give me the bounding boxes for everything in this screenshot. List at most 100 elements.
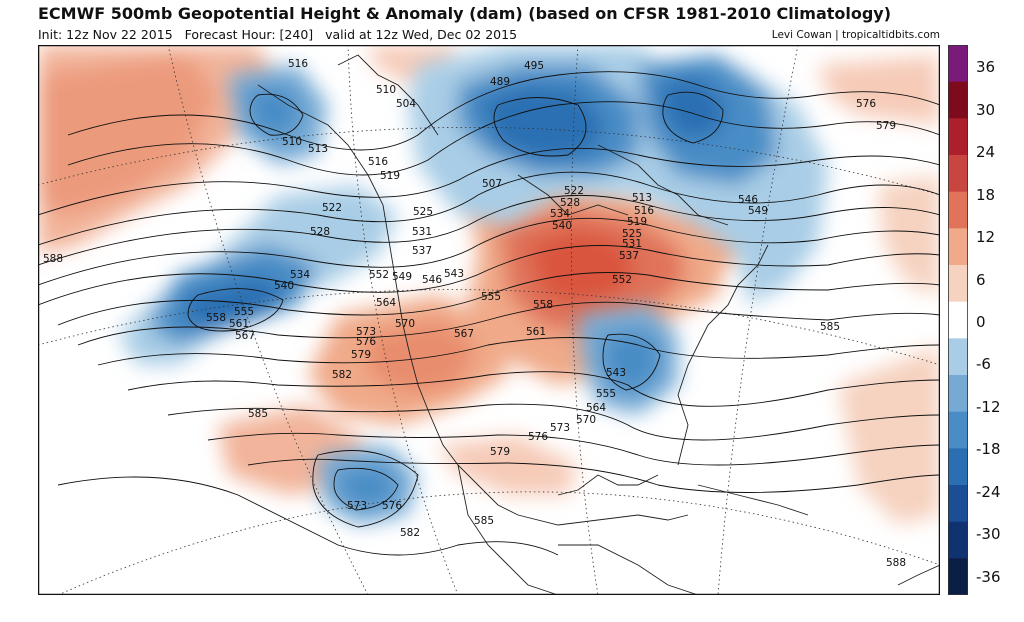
- colorbar-label: 18: [976, 186, 995, 204]
- colorbar-label: 6: [976, 271, 986, 289]
- forecast-hour: Forecast Hour: [240]: [184, 27, 314, 42]
- contour-label: 546: [422, 274, 442, 286]
- colorbar-block: [948, 118, 968, 156]
- contour-label: 582: [400, 527, 420, 539]
- contour-label: 531: [412, 226, 432, 238]
- contour-label: 513: [308, 143, 328, 155]
- colorbar-label: 0: [976, 313, 986, 331]
- anomaly-map: 516 510 504 489 495 513 516 519 510 522 …: [38, 45, 940, 595]
- colorbar-block: [948, 375, 968, 413]
- contour-label: 534: [290, 269, 310, 281]
- contour-label: 552: [612, 274, 632, 286]
- contour-label: 576: [528, 431, 548, 443]
- colorbar-block: [948, 228, 968, 266]
- contour-label: 510: [282, 136, 302, 148]
- contour-label: 549: [748, 205, 768, 217]
- credit-text: Levi Cowan | tropicaltidbits.com: [771, 29, 940, 41]
- contour-label: 579: [876, 120, 896, 132]
- contour-label: 510: [376, 84, 396, 96]
- colorbar-block: [948, 338, 968, 376]
- contour-label: 519: [627, 216, 647, 228]
- contour-label: 576: [356, 336, 376, 348]
- contour-label: 573: [356, 326, 376, 338]
- colorbar-label: 30: [976, 101, 995, 119]
- contour-label: 567: [454, 328, 474, 340]
- colorbar-block: [948, 81, 968, 119]
- contour-label: 507: [482, 178, 502, 190]
- colorbar-block: [948, 155, 968, 193]
- contour-label: 534: [550, 208, 570, 220]
- height-contours: [38, 71, 940, 556]
- contour-label: 588: [43, 253, 63, 265]
- contour-label: 585: [474, 515, 494, 527]
- contour-label: 579: [490, 446, 510, 458]
- contour-label: 528: [310, 226, 330, 238]
- contour-label: 537: [619, 250, 639, 262]
- colorbar-label: 12: [976, 228, 995, 246]
- colorbar-block: [948, 448, 968, 486]
- colorbar-label: -6: [976, 355, 991, 373]
- colorbar-block: [948, 411, 968, 449]
- coastlines: [257, 54, 940, 595]
- contour-label: 543: [606, 367, 626, 379]
- contour-label: 522: [564, 185, 584, 197]
- contour-label: 504: [396, 98, 416, 110]
- colorbar-label: 36: [976, 58, 995, 76]
- contour-label: 558: [533, 299, 553, 311]
- contour-label: 495: [524, 60, 544, 72]
- colorbar-block: [948, 45, 968, 83]
- contour-label: 516: [634, 205, 654, 217]
- contour-label: 561: [229, 318, 249, 330]
- colorbar-label: -18: [976, 440, 1001, 458]
- contour-label: 579: [351, 349, 371, 361]
- contour-label: 519: [380, 170, 400, 182]
- colorbar-label: -30: [976, 525, 1001, 543]
- contour-label: 528: [560, 197, 580, 209]
- contour-label: 588: [886, 557, 906, 569]
- contour-label: 555: [234, 306, 254, 318]
- colorbar-block: [948, 265, 968, 303]
- map-title: ECMWF 500mb Geopotential Height & Anomal…: [38, 4, 892, 23]
- contour-label-group: 516 510 504 489 495 513 516 519 510 522 …: [43, 58, 906, 569]
- valid-time: valid at 12z Wed, Dec 02 2015: [325, 27, 518, 42]
- contour-label: 558: [206, 312, 226, 324]
- colorbar-frame: [948, 45, 968, 595]
- colorbar-label: -24: [976, 483, 1001, 501]
- contour-label: 516: [368, 156, 388, 168]
- contour-label: 573: [347, 500, 367, 512]
- contour-label: 543: [444, 268, 464, 280]
- contour-label: 537: [412, 245, 432, 257]
- init-time: Init: 12z Nov 22 2015: [38, 27, 173, 42]
- contour-label: 564: [586, 402, 606, 414]
- contour-label: 552: [369, 269, 389, 281]
- contour-label: 570: [395, 318, 415, 330]
- colorbar-blocks: [948, 45, 968, 595]
- colorbar-block: [948, 301, 968, 339]
- colorbar-block: [948, 485, 968, 523]
- contour-label: 585: [248, 408, 268, 420]
- contour-label: 513: [632, 192, 652, 204]
- contour-label: 516: [288, 58, 308, 70]
- colorbar-block: [948, 521, 968, 559]
- colorbar-block: [948, 558, 968, 595]
- graticule: [38, 45, 940, 595]
- map-frame: [38, 45, 940, 595]
- contour-label: 531: [622, 238, 642, 250]
- contour-label: 549: [392, 271, 412, 283]
- contour-label: 573: [550, 422, 570, 434]
- contour-label: 546: [738, 194, 758, 206]
- contour-label: 585: [820, 321, 840, 333]
- colorbar-label: -12: [976, 398, 1001, 416]
- colorbar-block: [948, 191, 968, 229]
- contour-label: 555: [596, 388, 616, 400]
- contour-label: 489: [490, 76, 510, 88]
- anomaly-colorbar: 36 30 24 18 12 6 0 -6 -12 -18 -24 -30 -3…: [948, 45, 1001, 595]
- contour-label: 567: [235, 330, 255, 342]
- contour-label: 564: [376, 297, 396, 309]
- contour-label: 525: [413, 206, 433, 218]
- colorbar-label: -36: [976, 568, 1001, 586]
- map-subtitle: Init: 12z Nov 22 2015 Forecast Hour: [24…: [38, 27, 517, 42]
- contour-label: 576: [856, 98, 876, 110]
- contour-label: 540: [552, 220, 572, 232]
- colorbar-labels: 36 30 24 18 12 6 0 -6 -12 -18 -24 -30 -3…: [976, 58, 1001, 586]
